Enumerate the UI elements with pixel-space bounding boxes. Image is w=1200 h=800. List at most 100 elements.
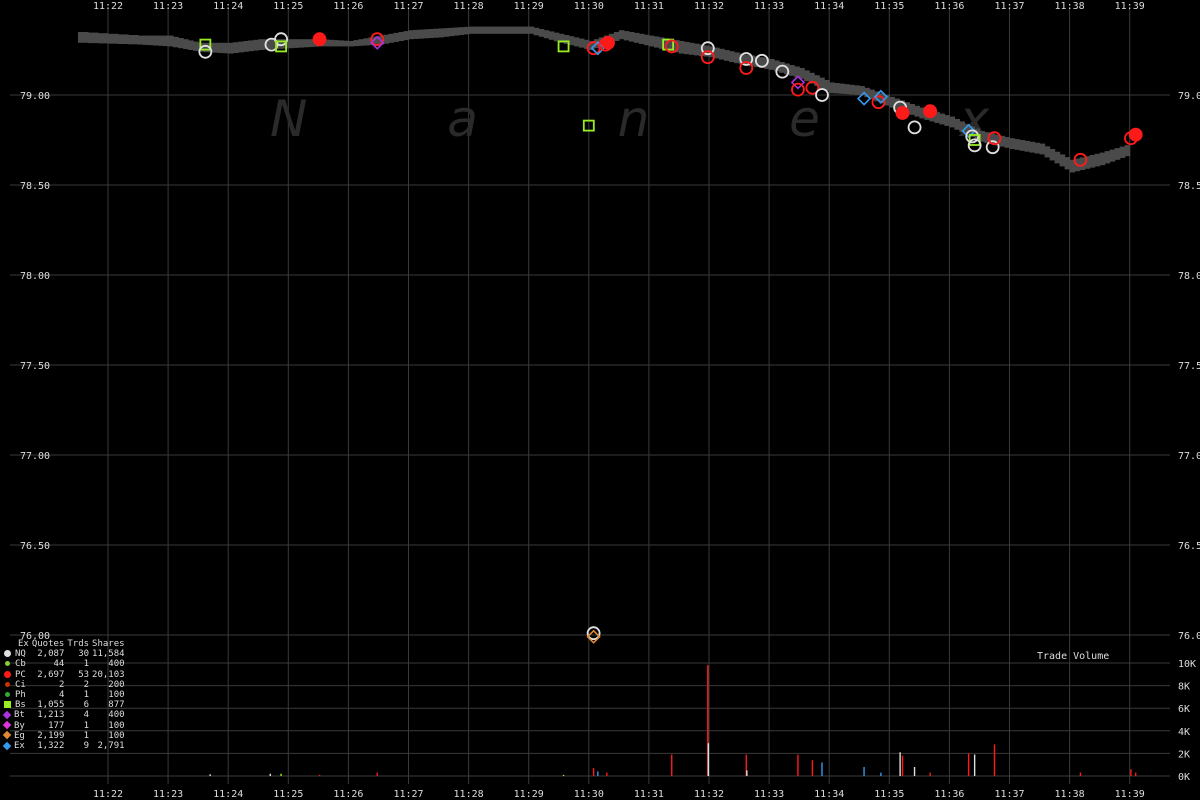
x-tick-label-bottom: 11:35 xyxy=(874,789,904,800)
nbbo-band-segment xyxy=(138,35,144,45)
legend-trds: 1 xyxy=(83,730,90,741)
nbbo-band-segment xyxy=(869,89,875,100)
nbbo-band-segment xyxy=(794,66,800,78)
nbbo-band-segment xyxy=(493,26,500,34)
nbbo-band-segment xyxy=(503,26,510,34)
nbbo-band-segment xyxy=(804,70,810,82)
y-tick-label-right: 78.00 xyxy=(1178,271,1200,282)
nbbo-band-segment xyxy=(87,32,99,44)
nbbo-band-segment xyxy=(834,83,840,94)
nbbo-band-segment xyxy=(533,27,540,36)
nbbo-band-segment xyxy=(578,38,585,48)
trade-marker-pc xyxy=(791,82,805,97)
legend-trds: 6 xyxy=(83,700,90,711)
trade-marker-nq xyxy=(754,53,769,68)
nbbo-band-segment xyxy=(553,32,560,42)
legend-shares: 100 xyxy=(108,720,125,731)
nbbo-band-segment xyxy=(774,60,780,72)
nbbo-band-segment xyxy=(769,59,775,70)
nbbo-band-segment xyxy=(719,48,725,60)
legend-quotes: 4 xyxy=(58,690,65,701)
nbbo-band-segment xyxy=(448,27,455,37)
nbbo-band-segment xyxy=(523,26,530,34)
y-tick-label-left: 78.00 xyxy=(20,271,50,282)
nbbo-band-segment xyxy=(428,29,435,38)
nbbo-band-segment xyxy=(618,30,625,40)
legend-row-eg: Eg 2,199 1 100 xyxy=(2,730,128,741)
legend-trds: 1 xyxy=(83,690,90,701)
nbbo-band-segment xyxy=(638,33,645,44)
legend-quotes: 2 xyxy=(58,679,65,690)
nbbo-band-segment xyxy=(543,30,550,39)
nbbo-band-segment xyxy=(288,39,294,49)
legend-quotes: 2,199 xyxy=(37,730,65,741)
x-tick-label-top: 11:23 xyxy=(153,1,183,12)
nbbo-band-segment xyxy=(653,36,660,48)
nbbo-band-segment xyxy=(558,33,565,43)
x-tick-label-bottom: 11:27 xyxy=(393,789,423,800)
x-tick-label-top: 11:22 xyxy=(93,1,123,12)
legend-quotes: 177 xyxy=(48,720,65,731)
nbbo-band-segment xyxy=(678,41,685,54)
trade-marker-pc xyxy=(664,39,679,54)
nbbo-band-segment xyxy=(343,40,349,47)
y-tick-label-left: 77.00 xyxy=(20,451,50,462)
legend-row-by: By 177 1 100 xyxy=(2,720,128,731)
x-tick-label-top: 11:26 xyxy=(333,1,363,12)
nbbo-band-segment xyxy=(643,34,650,46)
nbbo-band-segment xyxy=(683,41,690,55)
nbbo-band-segment xyxy=(178,38,184,49)
nbbo-band-segment xyxy=(854,85,860,95)
nbbo-band-segment xyxy=(1124,145,1131,157)
y-tick-label-right: 76.00 xyxy=(1178,631,1200,642)
nbbo-band-segment xyxy=(228,42,234,54)
x-tick-label-top: 11:28 xyxy=(454,1,484,12)
nbbo-band-segment xyxy=(754,56,760,68)
y-tick-label-left: 77.50 xyxy=(20,361,50,372)
nbbo-band-segment xyxy=(248,40,254,52)
y-tick-label-right: 77.00 xyxy=(1178,451,1200,462)
nbbo-band-segment xyxy=(333,40,339,47)
trade-marker-pc xyxy=(923,104,938,119)
trade-marker-bs xyxy=(662,38,675,51)
legend-ex-label: Ex xyxy=(14,741,25,752)
x-tick-label-bottom: 11:23 xyxy=(153,789,183,800)
nbbo-band-segment xyxy=(688,42,695,55)
x-tick-label-top: 11:38 xyxy=(1055,1,1085,12)
trade-marker-pc xyxy=(601,35,615,50)
trade-marker-nq xyxy=(586,626,601,641)
legend-quotes: 2,087 xyxy=(37,649,65,660)
nbbo-band-segment xyxy=(954,119,961,130)
nbbo-band-segment xyxy=(583,39,590,49)
legend-swatch-pc xyxy=(4,670,11,678)
nbbo-band-segment xyxy=(889,96,895,108)
legend-quotes: 44 xyxy=(53,659,65,670)
nbbo-band-segment xyxy=(844,84,850,95)
nbbo-band-segment xyxy=(934,112,940,123)
trade-marker-nq xyxy=(907,120,922,135)
trade-marker-nq xyxy=(700,41,715,56)
x-tick-label-bottom: 11:28 xyxy=(454,789,484,800)
x-tick-label-top: 11:25 xyxy=(273,1,303,12)
nbbo-band-segment xyxy=(633,32,640,43)
legend-header-ex: Ex xyxy=(18,639,29,649)
nbbo-band-segment xyxy=(1019,140,1026,151)
legend-ex-label: NQ xyxy=(15,649,26,660)
nbbo-band-segment xyxy=(1119,146,1126,158)
nbbo-band-segment xyxy=(1104,151,1111,164)
nbbo-band-segment xyxy=(148,35,154,46)
nbbo-band-segment xyxy=(1114,148,1121,160)
nbbo-band-segment xyxy=(1004,137,1011,148)
legend-ex-label: By xyxy=(14,720,25,731)
x-tick-label-bottom: 11:36 xyxy=(934,789,964,800)
nbbo-band-segment xyxy=(1039,143,1046,155)
trade-marker-pc xyxy=(895,106,910,120)
nbbo-band-segment xyxy=(398,32,405,41)
nbbo-band-segment xyxy=(253,39,259,51)
legend-ex-label: Cb xyxy=(15,659,26,670)
x-tick-label-top: 11:29 xyxy=(514,1,544,12)
legend-swatch-by xyxy=(2,720,12,730)
trade-marker-eg xyxy=(586,629,601,644)
x-tick-label-top: 11:35 xyxy=(874,1,904,12)
nbbo-band-segment xyxy=(944,115,950,126)
